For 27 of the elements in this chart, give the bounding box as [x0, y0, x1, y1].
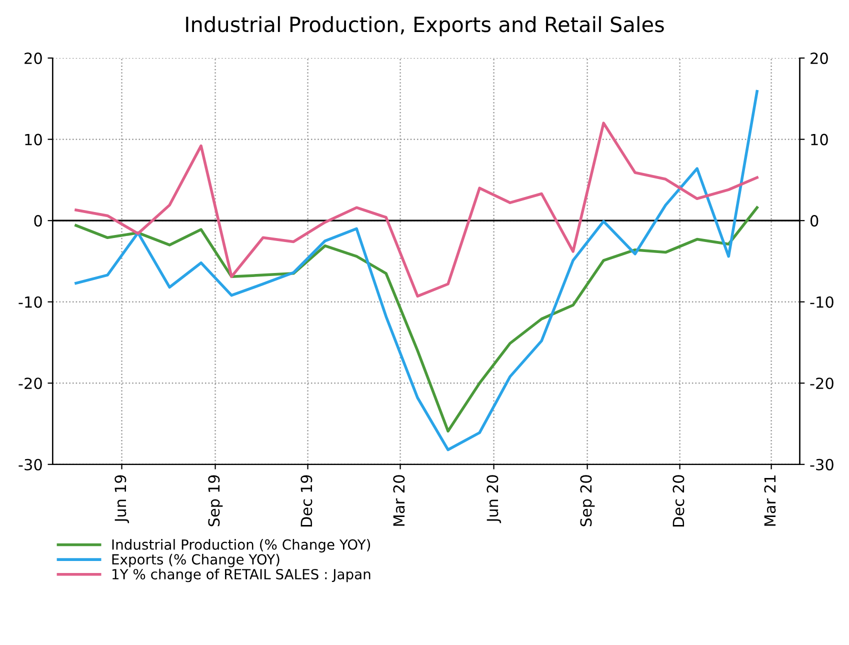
y2-tick-label: 10 [811, 134, 828, 146]
line-series [74, 206, 758, 432]
y-tick-label: -20 [18, 378, 42, 390]
y-tick-label: 20 [24, 52, 42, 64]
x-tick-label: Mar 20 [393, 475, 405, 526]
line-series [74, 90, 758, 452]
x-tick-label: Mar 21 [764, 476, 776, 526]
y2-tick-label: -10 [810, 296, 834, 308]
x-tick-label: Jun 19 [114, 475, 130, 524]
x-tick-label: Jun 20 [486, 475, 502, 524]
y2-tick-label: 0 [810, 215, 818, 227]
y-tick-label: -10 [18, 296, 42, 308]
legend-label: 1Y % change of RETAIL SALES : Japan [112, 568, 370, 582]
y2-tick-label: -20 [810, 378, 834, 390]
line-series [74, 122, 758, 298]
y-tick-label: 10 [25, 134, 42, 146]
legend-label: Industrial Production (% Change YOY) [112, 539, 370, 552]
chart-title: Industrial Production, Exports and Retail Sales [186, 16, 664, 36]
y-tick-label: 0 [34, 215, 42, 227]
x-tick-label: Dec 19 [300, 475, 312, 526]
legend-label: Exports (% Change YOY) [112, 554, 280, 568]
y-tick-label: -30 [18, 458, 42, 470]
y2-tick-label: -30 [810, 458, 834, 470]
y2-tick-label: 20 [810, 52, 828, 64]
x-tick-label: Sep 20 [580, 475, 595, 526]
x-tick-label: Dec 20 [672, 475, 684, 526]
x-tick-label: Sep 19 [208, 475, 223, 526]
